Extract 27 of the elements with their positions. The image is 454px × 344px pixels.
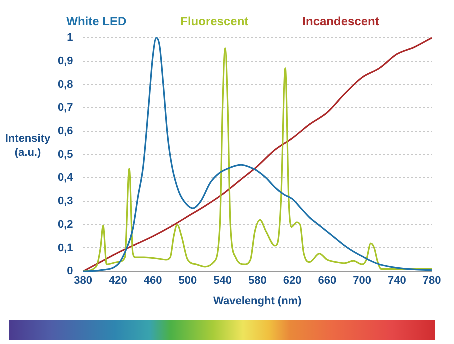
x-tick-label: 460 <box>144 275 162 288</box>
y-tick-label: 0 <box>67 266 74 278</box>
y-tick-label: 0,4 <box>58 172 74 184</box>
x-tick-label: 660 <box>318 275 337 288</box>
y-tick-label: 0,2 <box>58 218 74 231</box>
y-tick-label: 1 <box>67 32 74 44</box>
y-tick-label: 0,7 <box>58 102 74 114</box>
text: White LED <box>66 14 167 28</box>
y-tick-label: 0,5 <box>58 148 74 161</box>
y-axis-title: Intensity (a.u.) <box>4 132 52 160</box>
x-tick-label: 500 <box>178 275 198 288</box>
y-tick-label: 0,3 <box>58 196 74 208</box>
x-tick-label: 780 <box>422 275 442 288</box>
y-tick-label: 0,9 <box>58 55 74 68</box>
x-tick-label: 740 <box>388 275 406 288</box>
y-tick-label: 0,6 <box>58 125 74 138</box>
text: Incandescent <box>302 14 420 28</box>
y-tick-label: 0,1 <box>58 242 74 254</box>
y-tick-label: 0,8 <box>58 78 74 91</box>
text: Fluorescent <box>180 14 289 28</box>
x-tick-label: 700 <box>353 275 372 288</box>
x-tick-label: 580 <box>248 275 267 288</box>
x-tick-label: 540 <box>214 275 232 288</box>
x-tick-label: 380 <box>74 275 92 288</box>
x-tick-label: 420 <box>108 275 128 288</box>
x-axis-title: Wavelenght (nm) <box>214 295 302 308</box>
x-tick-label: 620 <box>283 275 302 288</box>
